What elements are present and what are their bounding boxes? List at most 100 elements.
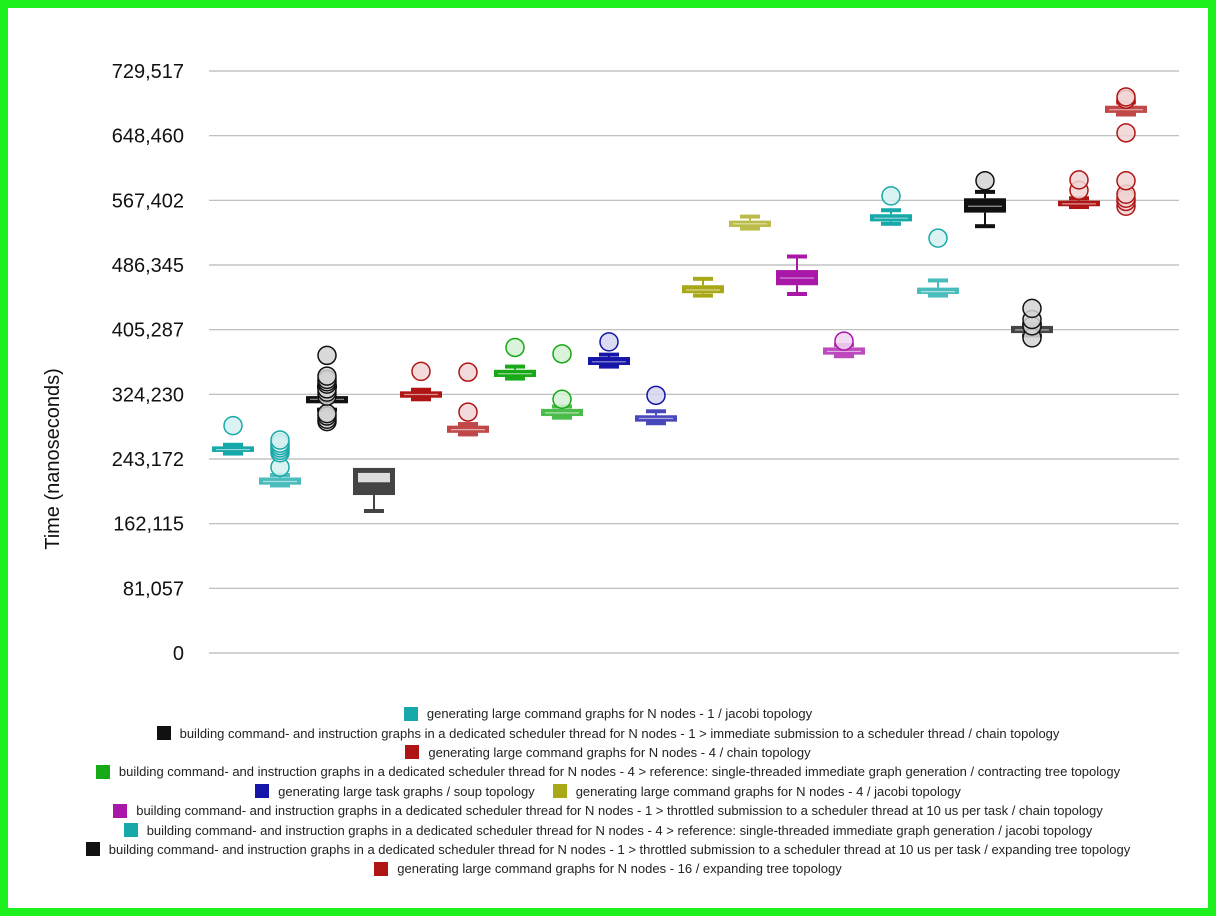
box: [870, 186, 912, 226]
whisker-cap-upper: [411, 387, 431, 392]
whisker-cap-lower: [646, 421, 666, 426]
legend-row: building command- and instruction graphs…: [8, 820, 1208, 839]
whisker-cap-upper: [787, 254, 807, 259]
legend-swatch: [403, 706, 418, 721]
legend-label: generating large task graphs / soup topo…: [278, 783, 535, 799]
outlier-point: [458, 362, 478, 382]
legend-row: building command- and instruction graphs…: [8, 840, 1208, 859]
whisker-cap-lower: [834, 354, 854, 359]
legend-row: generating large task graphs / soup topo…: [8, 782, 1208, 801]
whisker-cap-lower: [458, 432, 478, 437]
whisker-cap-lower: [1069, 205, 1089, 210]
legend-label: building command- and instruction graphs…: [136, 803, 1103, 819]
y-tick-label: 567,402: [112, 190, 184, 212]
whisker-cap-lower: [881, 221, 901, 226]
outlier-point: [599, 332, 619, 352]
legend-item[interactable]: building command- and instruction graphs…: [156, 725, 1060, 741]
box: [259, 430, 301, 488]
whisker-cap-upper: [505, 364, 525, 369]
box: [1011, 298, 1053, 348]
box-body: [682, 285, 724, 294]
legend-row: building command- and instruction graphs…: [8, 801, 1208, 820]
whisker-cap-upper: [975, 189, 995, 194]
whisker-cap-upper: [599, 352, 619, 357]
whisker-cap-lower: [364, 508, 384, 513]
box: [400, 361, 442, 402]
outlier-point: [1116, 87, 1136, 107]
legend-item[interactable]: building command- and instruction graphs…: [85, 841, 1131, 857]
outlier-point: [317, 366, 337, 386]
box: [964, 170, 1006, 229]
box-inner: [358, 472, 390, 483]
outlier-point: [646, 385, 666, 406]
legend-swatch: [113, 803, 128, 818]
legend-item[interactable]: building command- and instruction graphs…: [123, 822, 1093, 838]
legend-item[interactable]: building command- and instruction graphs…: [95, 764, 1120, 779]
box: [494, 337, 536, 381]
box-body: [588, 357, 630, 365]
legend-swatch: [552, 784, 567, 799]
box: [588, 332, 630, 369]
legend-swatch: [123, 823, 138, 838]
outlier-point: [223, 415, 243, 436]
legend-row: building command- and instruction graphs…: [8, 723, 1208, 742]
whisker-cap-lower: [505, 376, 525, 381]
legend-row: generating large command graphs for N no…: [8, 743, 1208, 762]
whisker-cap-lower: [740, 226, 760, 231]
y-tick-label: 0: [173, 643, 184, 665]
box: [541, 344, 583, 420]
outlier-point: [1116, 170, 1136, 191]
legend-swatch: [405, 745, 420, 760]
box-body: [917, 287, 959, 294]
outlier-point: [411, 361, 431, 382]
box: [306, 345, 348, 432]
whisker-cap-lower: [599, 364, 619, 369]
outlier-point: [834, 331, 854, 351]
outlier-point: [505, 337, 525, 358]
y-tick-label: 243,172: [112, 449, 184, 471]
y-tick-label: 729,517: [112, 61, 184, 83]
box: [353, 467, 395, 513]
legend: generating large command graphs for N no…: [8, 704, 1208, 879]
legend-label: building command- and instruction graphs…: [179, 725, 1060, 741]
legend-swatch: [255, 784, 270, 799]
outlier-point: [975, 170, 995, 191]
box: [682, 276, 724, 298]
y-tick-label: 162,115: [113, 514, 184, 536]
legend-item[interactable]: generating large task graphs / soup topo…: [255, 784, 535, 799]
legend-label: generating large command graphs for N no…: [575, 783, 961, 799]
gridlines: [209, 70, 1179, 654]
outlier-point: [1069, 170, 1089, 190]
outlier-point: [881, 186, 901, 206]
box-body: [964, 198, 1006, 213]
whisker-cap-upper: [223, 442, 243, 447]
y-tick-labels: 0 81,057 162,115 243,172 324,230 405,287 486,3…: [112, 61, 184, 665]
legend-swatch: [374, 861, 389, 876]
whisker-cap-lower: [411, 397, 431, 402]
legend-label: building command- and instruction graphs…: [146, 822, 1093, 838]
y-tick-label: 486,345: [112, 255, 184, 277]
box: [729, 214, 771, 231]
box: [1105, 87, 1147, 216]
legend-row: generating large command graphs for N no…: [8, 859, 1208, 878]
whisker-cap-lower: [270, 483, 290, 488]
legend-item[interactable]: building command- and instruction graphs…: [113, 803, 1103, 818]
whisker-cap-lower: [975, 224, 995, 229]
boxes: [212, 87, 1147, 513]
legend-item[interactable]: generating large command graphs for N no…: [552, 783, 961, 799]
legend-item[interactable]: generating large command graphs for N no…: [374, 861, 842, 877]
box: [212, 415, 254, 456]
legend-label: building command- and instruction graphs…: [108, 841, 1131, 857]
whisker-cap-lower: [693, 293, 713, 298]
whisker-cap-lower: [787, 291, 807, 296]
legend-row: generating large command graphs for N no…: [8, 704, 1208, 723]
whisker-cap-lower: [552, 415, 572, 420]
whisker-cap-upper: [646, 409, 666, 414]
legend-item[interactable]: generating large command graphs for N no…: [403, 706, 812, 721]
legend-swatch: [156, 726, 171, 741]
box: [776, 254, 818, 296]
legend-item[interactable]: generating large command graphs for N no…: [405, 745, 811, 760]
outlier-point: [1116, 123, 1136, 143]
legend-label: generating large command graphs for N no…: [397, 861, 842, 877]
